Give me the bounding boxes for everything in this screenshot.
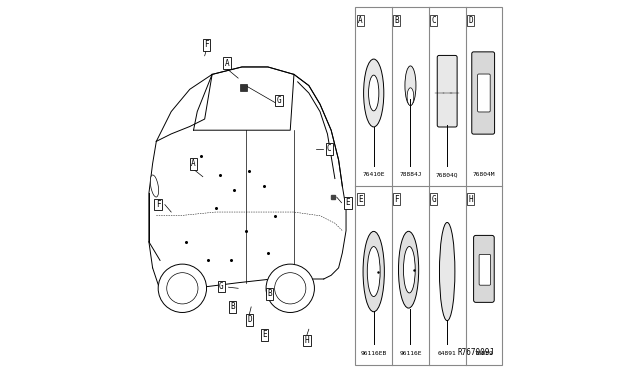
- Text: 96116E: 96116E: [399, 351, 422, 356]
- Text: A: A: [225, 59, 229, 68]
- Text: B: B: [268, 289, 272, 298]
- Text: G: G: [276, 96, 282, 105]
- Circle shape: [266, 264, 314, 312]
- Text: C: C: [327, 144, 332, 153]
- Text: 76410E: 76410E: [362, 172, 385, 177]
- FancyBboxPatch shape: [474, 235, 494, 302]
- Bar: [355, 7, 502, 365]
- Text: R767009J: R767009J: [458, 348, 495, 357]
- Text: E: E: [262, 330, 266, 339]
- FancyBboxPatch shape: [437, 55, 457, 127]
- Text: 76804M: 76804M: [473, 172, 495, 177]
- Text: C: C: [431, 16, 436, 25]
- Text: G: G: [219, 282, 224, 291]
- Bar: [240, 84, 246, 91]
- Ellipse shape: [405, 66, 416, 105]
- Ellipse shape: [407, 88, 413, 106]
- Text: 76BE9: 76BE9: [474, 351, 493, 356]
- Ellipse shape: [364, 59, 384, 127]
- Ellipse shape: [367, 247, 380, 296]
- FancyBboxPatch shape: [479, 254, 490, 285]
- Text: F: F: [204, 40, 209, 49]
- Text: H: H: [468, 195, 473, 203]
- FancyBboxPatch shape: [477, 74, 490, 112]
- FancyBboxPatch shape: [472, 52, 495, 134]
- Circle shape: [275, 273, 306, 304]
- Text: H: H: [305, 336, 309, 345]
- Text: G: G: [431, 195, 436, 203]
- Ellipse shape: [403, 247, 415, 293]
- Text: F: F: [156, 200, 161, 209]
- Ellipse shape: [399, 231, 419, 308]
- Text: 64891: 64891: [438, 351, 456, 356]
- Text: B: B: [395, 16, 399, 25]
- Text: F: F: [395, 195, 399, 203]
- Circle shape: [158, 264, 207, 312]
- Ellipse shape: [150, 175, 159, 197]
- Text: E: E: [346, 198, 350, 207]
- Text: B: B: [230, 302, 235, 311]
- Text: D: D: [468, 16, 473, 25]
- Circle shape: [167, 273, 198, 304]
- Text: D: D: [247, 315, 252, 324]
- Ellipse shape: [369, 75, 379, 111]
- Ellipse shape: [440, 222, 455, 321]
- Text: E: E: [358, 195, 362, 203]
- Text: A: A: [191, 159, 196, 168]
- Text: 76804Q: 76804Q: [436, 172, 458, 177]
- Text: 96116EB: 96116EB: [360, 351, 387, 356]
- Ellipse shape: [363, 231, 385, 312]
- Text: 78884J: 78884J: [399, 172, 422, 177]
- Text: A: A: [358, 16, 362, 25]
